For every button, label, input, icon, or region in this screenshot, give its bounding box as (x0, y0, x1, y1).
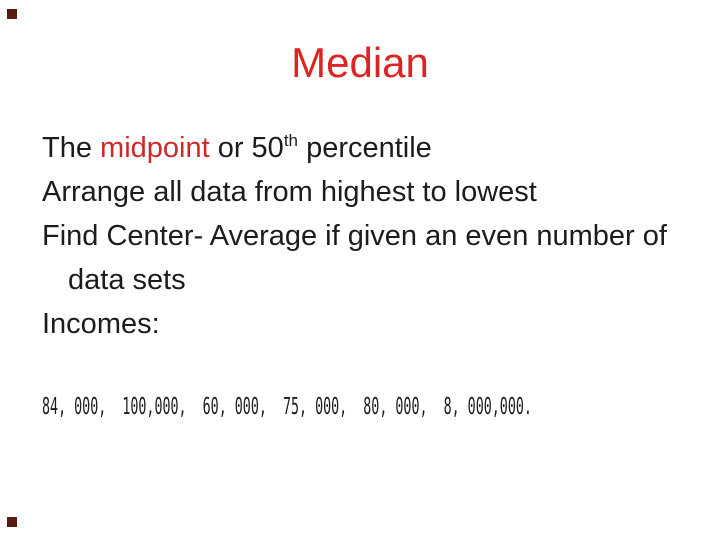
corner-decor-bottom-left (7, 517, 17, 527)
line1-text-post: percentile (298, 132, 432, 164)
line1-text-mid: or 50 (209, 132, 284, 164)
midpoint-highlight: midpoint (100, 132, 210, 164)
slide-body: The midpoint or 50th percentile Arrange … (42, 126, 712, 346)
bullet-line-2: Arrange all data from highest to lowest (42, 176, 537, 208)
incomes-label: Incomes: (42, 308, 160, 340)
bullet-line-3: Find Center- Average if given an even nu… (42, 220, 667, 252)
slide-title: Median (291, 39, 429, 86)
corner-decor-top-left (7, 9, 17, 19)
income-values-line: 84, 000, 100,000, 60, 000, 75, 000, 80, … (42, 394, 532, 420)
superscript-th: th (283, 131, 299, 150)
bullet-line-3-continuation: data sets (68, 264, 186, 296)
bullet-line-1: The midpoint or 50th percentile (42, 126, 712, 170)
line1-text-pre: The (42, 132, 101, 164)
